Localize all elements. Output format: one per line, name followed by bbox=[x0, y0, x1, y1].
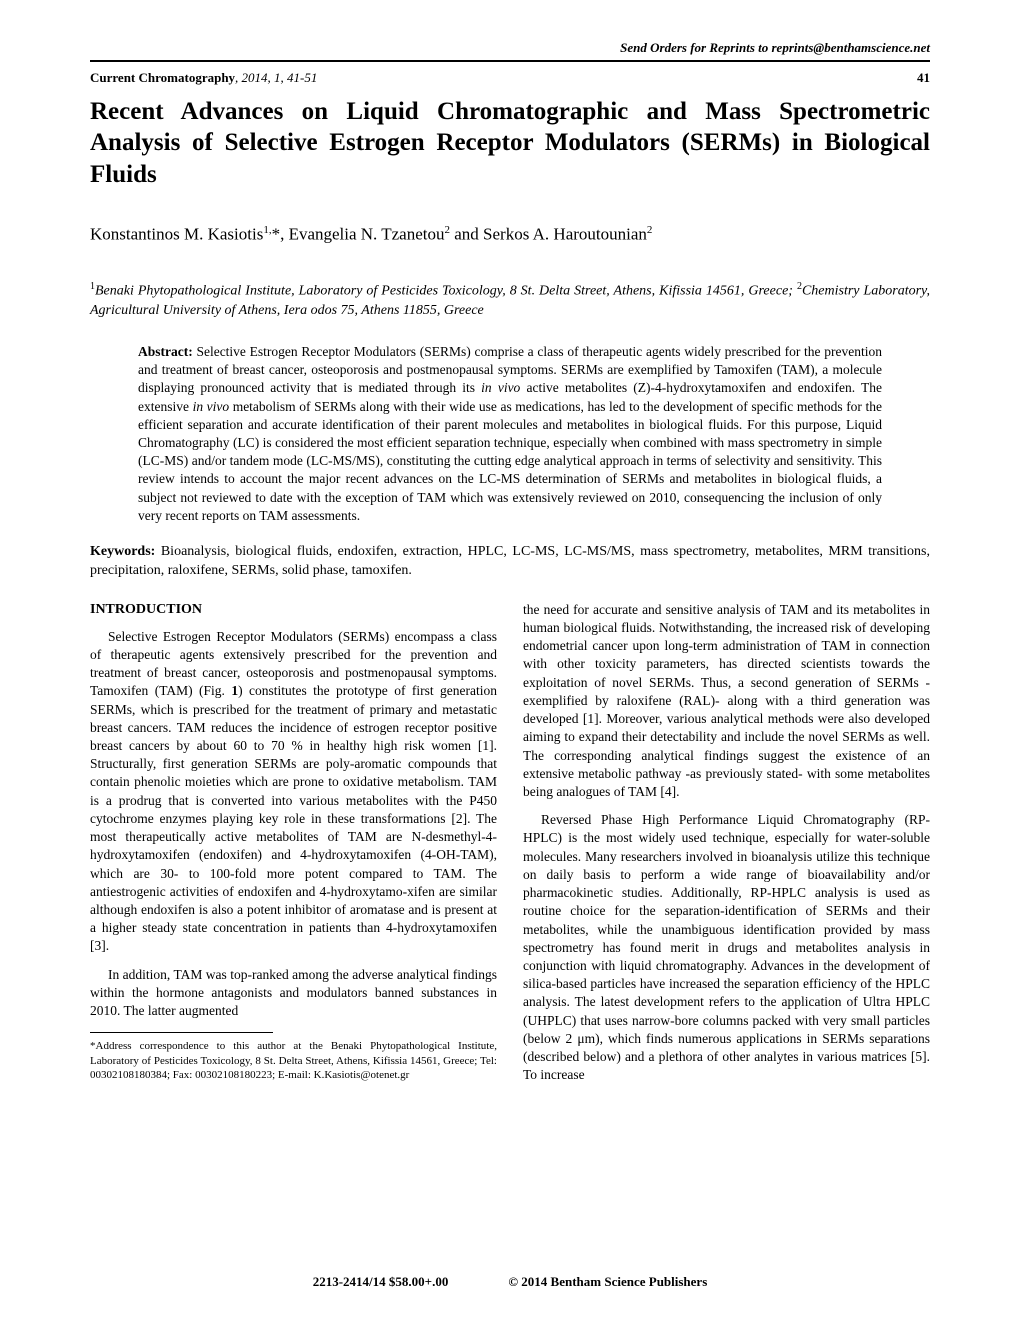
page-number: 41 bbox=[917, 70, 930, 86]
abstract-text-3: metabolism of SERMs along with their wid… bbox=[138, 399, 882, 523]
author-1-sup: 1, bbox=[263, 224, 271, 236]
author-1-mark: * bbox=[272, 224, 281, 243]
keywords: Keywords: Bioanalysis, biological fluids… bbox=[90, 543, 930, 581]
abstract-ital-2: in vivo bbox=[193, 399, 230, 414]
author-3-sup: 2 bbox=[647, 224, 653, 236]
right-column: the need for accurate and sensitive anal… bbox=[523, 601, 930, 1095]
keywords-label: Keywords: bbox=[90, 544, 155, 559]
intro-heading: INTRODUCTION bbox=[90, 601, 497, 620]
journal-pages: 41-51 bbox=[287, 70, 317, 85]
body-columns: INTRODUCTION Selective Estrogen Receptor… bbox=[90, 601, 930, 1095]
authors-line: Konstantinos M. Kasiotis1,*, Evangelia N… bbox=[90, 224, 930, 245]
abstract: Abstract: Selective Estrogen Receptor Mo… bbox=[90, 343, 930, 525]
abstract-ital-1: in vivo bbox=[481, 380, 520, 395]
journal-header: Current Chromatography, 2014, 1, 41-51 4… bbox=[90, 70, 930, 86]
right-para-1: the need for accurate and sensitive anal… bbox=[523, 601, 930, 801]
correspondence-rule bbox=[90, 1032, 273, 1033]
aff1-text: Benaki Phytopathological Institute, Labo… bbox=[95, 284, 797, 299]
footer-bar: 2213-2414/14 $58.00+.00 © 2014 Bentham S… bbox=[90, 1274, 930, 1290]
author-sep1: , bbox=[280, 224, 289, 243]
left-column: INTRODUCTION Selective Estrogen Receptor… bbox=[90, 601, 497, 1095]
correspondence: *Address correspondence to this author a… bbox=[90, 1039, 497, 1082]
copyright: © 2014 Bentham Science Publishers bbox=[508, 1274, 707, 1290]
reprint-notice: Send Orders for Reprints to reprints@ben… bbox=[90, 40, 930, 56]
journal-name: Current Chromatography bbox=[90, 70, 235, 85]
intro-p1-b: ) constitutes the prototype of first gen… bbox=[90, 683, 497, 953]
author-sep2: and bbox=[450, 224, 483, 243]
author-1: Konstantinos M. Kasiotis bbox=[90, 224, 263, 243]
keywords-text: Bioanalysis, biological fluids, endoxife… bbox=[90, 544, 930, 578]
abstract-label: Abstract: bbox=[138, 344, 193, 359]
intro-para-2: In addition, TAM was top-ranked among th… bbox=[90, 966, 497, 1021]
journal-citation: Current Chromatography, 2014, 1, 41-51 bbox=[90, 70, 317, 86]
right-para-2: Reversed Phase High Performance Liquid C… bbox=[523, 811, 930, 1084]
author-3: Serkos A. Haroutounian bbox=[483, 224, 647, 243]
article-title: Recent Advances on Liquid Chromatographi… bbox=[90, 96, 930, 190]
affiliations: 1Benaki Phytopathological Institute, Lab… bbox=[90, 280, 930, 320]
author-2: Evangelia N. Tzanetou bbox=[289, 224, 445, 243]
header-rule bbox=[90, 60, 930, 62]
issn-price: 2213-2414/14 $58.00+.00 bbox=[313, 1274, 449, 1290]
journal-year: 2014 bbox=[242, 70, 268, 85]
intro-para-1: Selective Estrogen Receptor Modulators (… bbox=[90, 628, 497, 956]
